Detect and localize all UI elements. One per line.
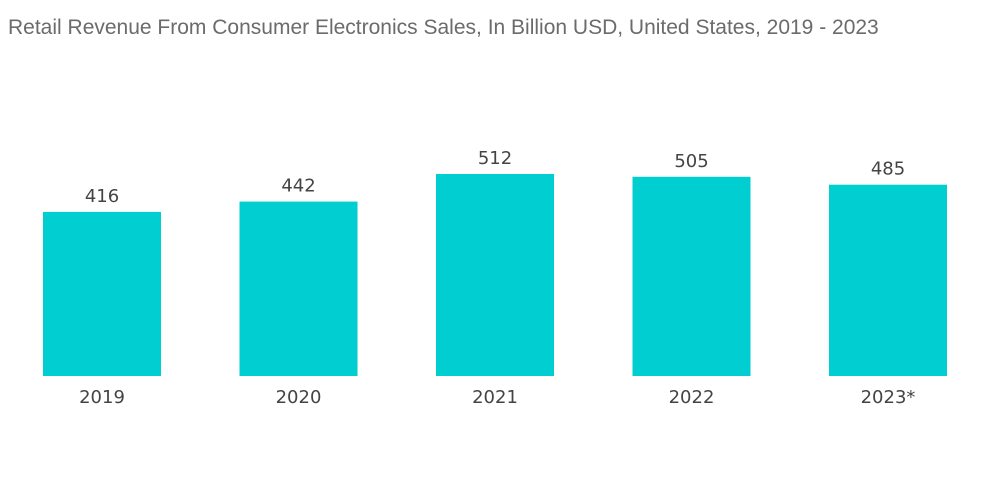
chart-title: Retail Revenue From Consumer Electronics… bbox=[8, 16, 879, 39]
x-tick-label-2023: 2023* bbox=[861, 387, 916, 408]
data-label-2021: 512 bbox=[478, 148, 512, 169]
bar-2022 bbox=[632, 176, 751, 376]
data-label-2022: 505 bbox=[674, 151, 708, 172]
bars-layer bbox=[43, 174, 947, 376]
data-label-2019: 416 bbox=[85, 186, 119, 207]
tick-labels-layer: 2019 2020 2021 2022 2023* bbox=[79, 387, 915, 408]
x-tick-label-2022: 2022 bbox=[669, 387, 715, 408]
bar-2019 bbox=[43, 211, 161, 376]
bar-2021 bbox=[436, 174, 554, 376]
x-tick-label-2019: 2019 bbox=[79, 387, 125, 408]
bar-2023 bbox=[829, 184, 947, 376]
data-label-2023: 485 bbox=[871, 159, 905, 180]
bar-2020 bbox=[239, 201, 358, 376]
data-label-2020: 442 bbox=[281, 176, 315, 197]
x-tick-label-2021: 2021 bbox=[472, 387, 518, 408]
value-labels-layer: 416 442 512 505 485 bbox=[85, 148, 905, 207]
x-tick-label-2020: 2020 bbox=[276, 387, 322, 408]
